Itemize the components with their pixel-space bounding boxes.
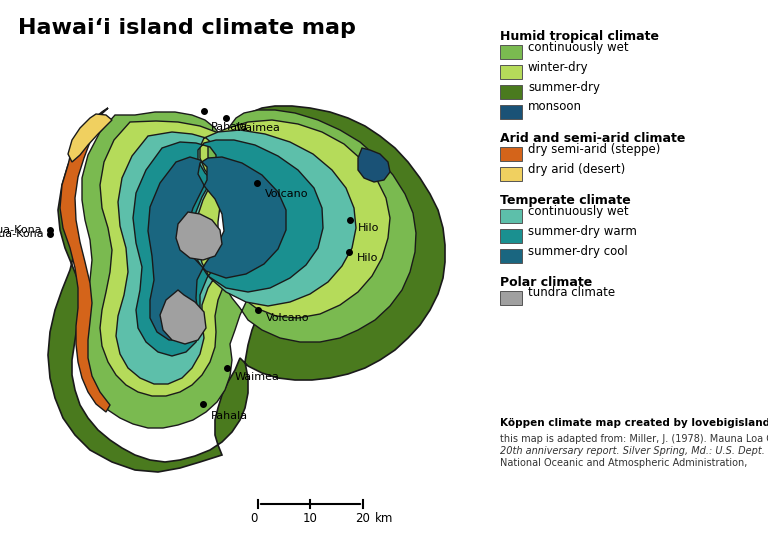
Polygon shape [358,148,390,182]
Polygon shape [133,140,323,356]
Polygon shape [176,212,222,260]
Text: monsoon: monsoon [528,100,582,114]
Bar [500,249,522,263]
Text: 20th anniversary report. Silver Spring, Md.: U.S. Dept. of Commerce,: 20th anniversary report. Silver Spring, … [500,446,768,456]
Text: summer-dry warm: summer-dry warm [528,224,637,238]
Text: 20: 20 [356,512,370,525]
Text: tundra climate: tundra climate [528,286,615,300]
Polygon shape [68,114,112,162]
Text: winter-dry: winter-dry [528,60,588,74]
Polygon shape [100,120,390,396]
Text: Hilo: Hilo [357,253,379,263]
Text: Volcano: Volcano [265,189,309,199]
Text: Waimea: Waimea [234,372,279,382]
Polygon shape [148,157,286,340]
Polygon shape [160,290,206,344]
Text: Kailua-Kona: Kailua-Kona [0,225,42,235]
Text: continuously wet: continuously wet [528,40,629,54]
Text: summer-dry: summer-dry [528,80,600,94]
Text: Hawaiʻi island climate map: Hawaiʻi island climate map [18,18,356,38]
Bar [500,291,522,305]
Bar [500,105,522,119]
Bar [500,45,522,59]
Text: km: km [375,512,393,525]
Text: National Oceanic and Atmospheric Administration,: National Oceanic and Atmospheric Adminis… [500,458,747,468]
Bar [500,85,522,99]
Polygon shape [80,110,416,428]
Polygon shape [60,128,110,412]
Text: continuously wet: continuously wet [528,204,629,218]
Text: dry semi-arid (steppe): dry semi-arid (steppe) [528,142,660,156]
Text: Kailua-Kona: Kailua-Kona [0,229,45,239]
Text: Humid tropical climate: Humid tropical climate [500,30,659,43]
Bar [500,65,522,79]
Text: Pahala: Pahala [211,122,248,132]
Text: Waimea: Waimea [236,123,281,133]
Text: 10: 10 [303,512,317,525]
Bar [500,147,522,161]
Polygon shape [116,130,356,384]
Text: Temperate climate: Temperate climate [500,194,631,207]
Text: summer-dry cool: summer-dry cool [528,244,627,258]
Text: Köppen climate map created by lovebigisland.com: Köppen climate map created by lovebigisl… [500,418,768,428]
Text: Polar climate: Polar climate [500,276,592,289]
Bar [500,209,522,223]
Text: Volcano: Volcano [266,313,310,323]
Text: Arid and semi-arid climate: Arid and semi-arid climate [500,132,685,145]
Text: 0: 0 [250,512,258,525]
Text: this map is adapted from: Miller, J. (1978). Mauna Loa Observatory: a: this map is adapted from: Miller, J. (19… [500,434,768,444]
Bar [500,229,522,243]
Text: Pahala: Pahala [211,411,248,421]
Bar [500,167,522,181]
Polygon shape [48,106,445,472]
Text: Hilo: Hilo [358,223,379,233]
Text: dry arid (desert): dry arid (desert) [528,162,625,176]
